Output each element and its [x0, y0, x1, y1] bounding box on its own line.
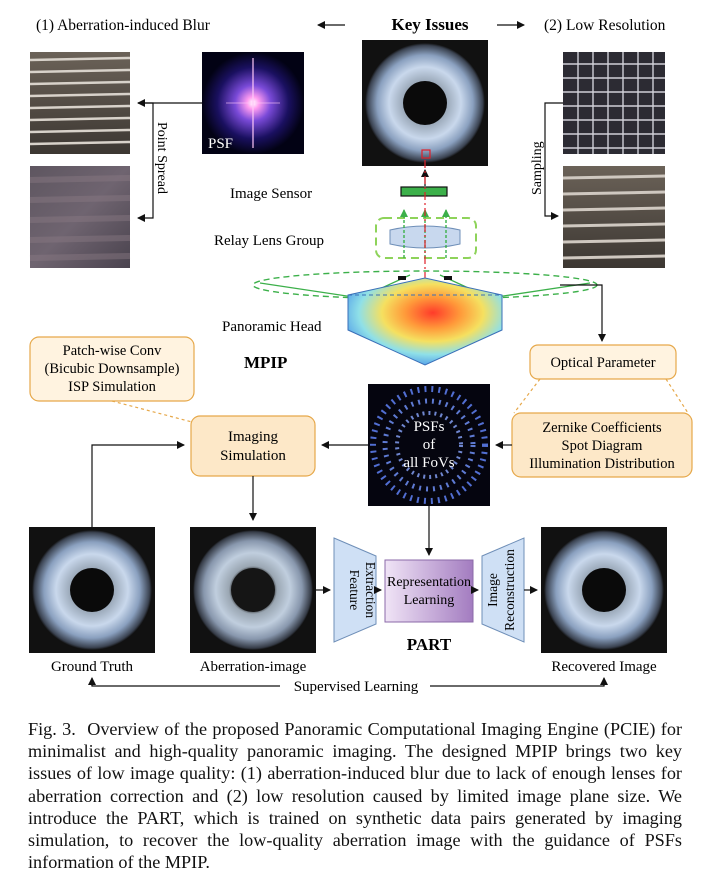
- representation-learning-box[interactable]: [384, 559, 474, 623]
- ground-truth-label: Ground Truth: [51, 659, 134, 675]
- head-top-marker-right: [444, 276, 452, 280]
- recovered-image-center: [582, 568, 626, 612]
- representation-line-2: Learning: [404, 593, 455, 608]
- ground-truth-center: [70, 568, 114, 612]
- feature-extraction-line-1: Feature: [347, 570, 362, 610]
- patchwise-line-2: (Bicubic Downsample): [45, 361, 180, 377]
- issue2-label: (2) Low Resolution: [544, 17, 666, 34]
- point-spread-connector: [137, 102, 154, 222]
- representation-line-1: Representation: [387, 575, 471, 590]
- image-sensor-bar: [400, 186, 448, 197]
- figure-caption: Fig. 3. Overview of the proposed Panoram…: [28, 718, 682, 873]
- blurred-blinds-image: [29, 166, 131, 268]
- patchwise-line-3: ISP Simulation: [68, 379, 156, 395]
- ground-truth-to-imaging-arrow: [91, 441, 185, 527]
- point-spread-label: Point Spread: [154, 122, 169, 194]
- sharp-grid-image: [563, 52, 665, 154]
- reconstruction-line-1: Image: [485, 573, 500, 607]
- psfs-line-1: PSFs: [414, 419, 445, 435]
- zernike-line-1: Zernike Coefficients: [542, 420, 662, 436]
- reconstruction-line-2: Reconstruction: [502, 549, 517, 631]
- caption-label: Fig. 3.: [28, 719, 76, 739]
- imaging-sim-line-1: Imaging: [228, 429, 278, 445]
- sampling-connector: [544, 102, 563, 220]
- patchwise-dotted-link: [111, 400, 193, 423]
- issue1-label: (1) Aberration-induced Blur: [36, 17, 211, 34]
- relay-ray-arrows: [400, 209, 450, 258]
- panoramic-head-shape: [347, 277, 503, 366]
- psfs-all-fovs-image: [368, 384, 490, 506]
- key-issues-title: Key Issues: [392, 15, 469, 34]
- fisheye-center-hole: [403, 81, 447, 125]
- optical-dotted-link-left: [513, 378, 541, 414]
- psfs-line-3: all FoVs: [403, 455, 454, 471]
- caption-text: Overview of the proposed Panoramic Compu…: [28, 719, 683, 873]
- fisheye-highlight-box: [421, 149, 431, 159]
- part-label: PART: [407, 635, 452, 654]
- image-sensor-label: Image Sensor: [230, 186, 312, 202]
- mpip-label: MPIP: [244, 353, 287, 372]
- imaging-sim-line-2: Simulation: [220, 448, 286, 464]
- psfs-line-2: of: [423, 437, 436, 453]
- recovered-image-label: Recovered Image: [551, 659, 657, 675]
- zernike-line-2: Spot Diagram: [562, 438, 644, 454]
- panoramic-head-label: Panoramic Head: [222, 319, 322, 335]
- relay-lens-label: Relay Lens Group: [214, 233, 324, 249]
- pcie-overview-figure: (1) Aberration-induced Blur Key Issues (…: [29, 15, 693, 695]
- aberration-image-center: [231, 568, 275, 612]
- patchwise-line-1: Patch-wise Conv: [63, 343, 162, 359]
- image-reconstruction-trapezoid[interactable]: [481, 537, 525, 643]
- relay-lens-dashed-box: [375, 217, 477, 259]
- optical-dotted-link-right: [665, 378, 689, 414]
- psf-label: PSF: [208, 136, 233, 152]
- feature-extraction-line-2: Extraction: [363, 562, 378, 618]
- feature-extraction-trapezoid[interactable]: [333, 537, 377, 643]
- imaging-simulation-box[interactable]: [190, 415, 316, 477]
- optical-parameter-box[interactable]: [529, 344, 677, 380]
- head-top-marker-left: [398, 276, 406, 280]
- sharp-blinds-image: [29, 52, 131, 154]
- low-res-blinds-image: [562, 166, 666, 268]
- supervised-label-bg: [280, 676, 430, 694]
- head-to-optical-parameter-arrow: [560, 284, 606, 342]
- aberration-image-label: Aberration-image: [200, 659, 307, 675]
- supervised-learning-label: Supervised Learning: [294, 679, 419, 695]
- sampling-label: Sampling: [530, 141, 545, 195]
- zernike-line-3: Illumination Distribution: [529, 456, 675, 472]
- optical-parameter-label: Optical Parameter: [550, 355, 655, 371]
